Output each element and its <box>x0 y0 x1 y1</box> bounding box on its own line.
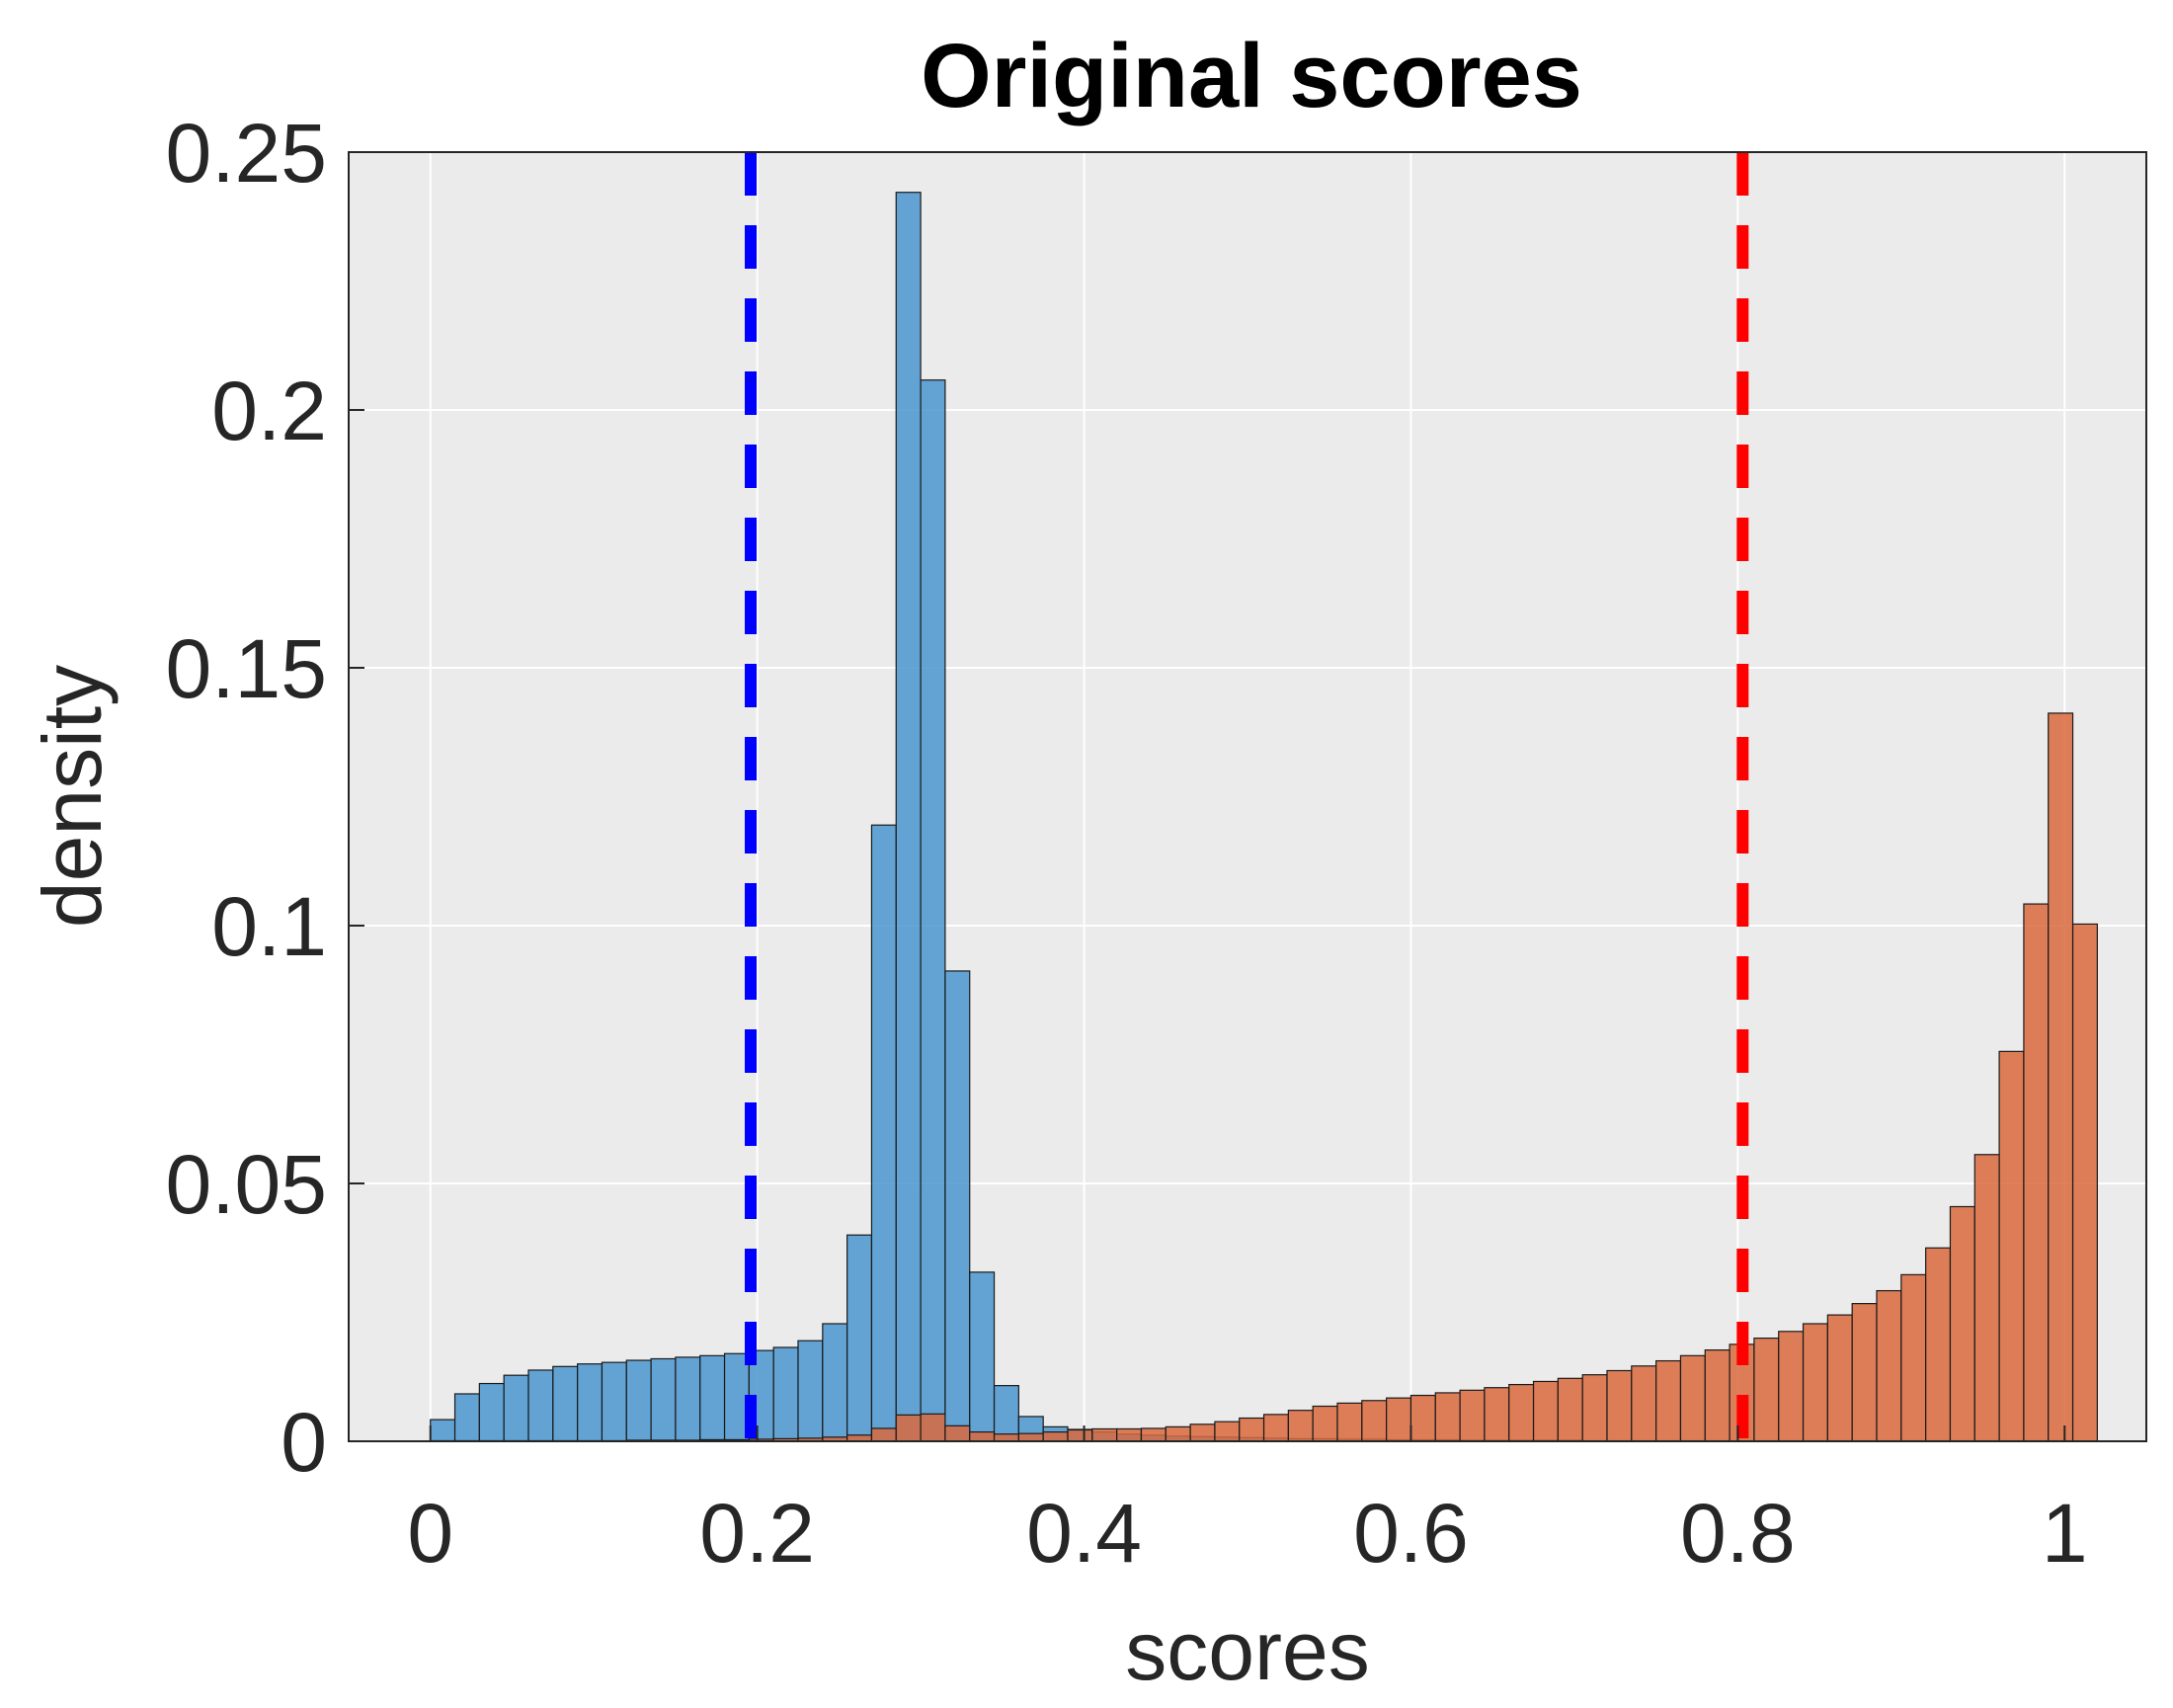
histogram-bar-series-2 <box>2071 923 2098 1442</box>
histogram-bar-series-2 <box>1900 1273 1927 1442</box>
histogram-bar-series-2 <box>1778 1331 1805 1442</box>
histogram-bar-series-2 <box>1606 1369 1633 1442</box>
histogram-bar-series-2 <box>1851 1303 1878 1442</box>
histogram-bar-series-2 <box>1631 1365 1657 1442</box>
histogram-bar-series-1 <box>797 1340 824 1442</box>
histogram-bar-series-2 <box>1802 1323 1828 1442</box>
histogram-bar-series-2 <box>1925 1247 1952 1442</box>
histogram-bar-series-2 <box>1067 1428 1093 1442</box>
histogram-bar-series-1 <box>822 1323 848 1442</box>
y-tick-label: 0.2 <box>211 365 327 457</box>
histogram-bar-series-2 <box>1386 1397 1412 1442</box>
histogram-bar-series-1 <box>969 1271 996 1442</box>
histogram-bar-series-2 <box>1704 1349 1730 1442</box>
histogram-bar-series-2 <box>993 1433 1019 1442</box>
histogram-bar-series-1 <box>577 1363 604 1442</box>
histogram-bar-series-1 <box>944 970 971 1442</box>
histogram-bar-series-1 <box>993 1385 1019 1442</box>
histogram-bar-series-2 <box>1679 1354 1706 1442</box>
x-tick-label: 0.6 <box>1353 1487 1469 1580</box>
y-tick-label: 0.1 <box>211 880 327 973</box>
histogram-bar-series-1 <box>846 1234 873 1442</box>
y-tick-label: 0 <box>281 1396 327 1489</box>
y-axis-label: density <box>26 665 119 928</box>
histogram-bar-series-2 <box>1140 1427 1167 1442</box>
histogram-bars <box>430 192 2098 1442</box>
histogram-bar-series-2 <box>944 1424 971 1442</box>
histogram-bar-series-2 <box>920 1413 946 1442</box>
histogram-bar-series-1 <box>601 1361 627 1442</box>
histogram-bar-series-2 <box>1361 1400 1388 1442</box>
histogram-bar-series-2 <box>1312 1405 1338 1442</box>
histogram-bar-series-1 <box>650 1357 677 1442</box>
histogram-bar-series-2 <box>1336 1402 1363 1442</box>
histogram-bar-series-1 <box>625 1359 652 1442</box>
histogram-bar-series-1 <box>920 379 946 1442</box>
histogram-bar-series-2 <box>1239 1417 1265 1442</box>
histogram-bar-series-1 <box>552 1365 579 1442</box>
x-axis-label: scores <box>1125 1604 1369 1697</box>
y-tick-label: 0.15 <box>166 622 328 715</box>
histogram-bar-series-2 <box>1165 1425 1191 1442</box>
histogram-bar-series-2 <box>1973 1154 2000 1442</box>
histogram-bar-series-1 <box>430 1419 456 1442</box>
histogram-bar-series-1 <box>772 1346 799 1442</box>
histogram-bar-series-2 <box>1753 1337 1780 1442</box>
histogram-bar-series-2 <box>1826 1314 1853 1442</box>
histogram-bar-series-2 <box>1409 1394 1436 1442</box>
histogram-bar-series-2 <box>2023 903 2050 1442</box>
histogram-bar-series-2 <box>1581 1374 1608 1442</box>
histogram-bar-series-1 <box>478 1382 505 1442</box>
x-tick-label: 0.8 <box>1680 1487 1796 1580</box>
histogram-bar-series-2 <box>1434 1392 1461 1442</box>
histogram-bar-series-2 <box>1459 1389 1486 1442</box>
plot-frame <box>348 151 2147 1442</box>
histogram-bar-series-2 <box>1557 1377 1583 1442</box>
histogram-bar-series-2 <box>1287 1410 1314 1442</box>
histogram-bar-series-2 <box>2048 712 2074 1442</box>
histogram-bar-series-2 <box>895 1414 922 1442</box>
histogram-bar-series-2 <box>1508 1383 1535 1442</box>
histogram-bar-series-1 <box>527 1369 554 1442</box>
x-tick-label: 0 <box>407 1487 453 1580</box>
histogram-bar-series-2 <box>1532 1380 1559 1442</box>
x-tick-labels: 0 0.2 0.4 0.6 0.8 1 <box>407 1425 2088 1580</box>
histogram-bar-series-2 <box>1017 1432 1044 1442</box>
x-tick-label: 1 <box>2042 1487 2088 1580</box>
x-tick-label: 0.4 <box>1026 1487 1142 1580</box>
histogram-bar-series-1 <box>699 1354 726 1442</box>
histogram-bar-series-2 <box>1189 1423 1216 1442</box>
histogram-bar-series-2 <box>1876 1289 1902 1442</box>
plot-background <box>349 152 2146 1441</box>
histogram-bar-series-2 <box>1262 1414 1289 1442</box>
histogram-bar-series-2 <box>1655 1359 1682 1442</box>
y-tick-labels: 0 0.05 0.1 0.15 0.2 0.25 <box>166 107 364 1489</box>
histogram-bar-series-2 <box>1214 1421 1241 1442</box>
histogram-bar-series-1 <box>870 824 897 1442</box>
histogram-bar-series-2 <box>870 1427 897 1442</box>
chart-title: Original scores <box>921 26 1582 126</box>
y-tick-label: 0.25 <box>166 107 328 200</box>
histogram-bar-series-2 <box>1949 1205 1975 1442</box>
histogram-bar-series-1 <box>453 1393 480 1442</box>
histogram-bar-series-1 <box>503 1374 529 1442</box>
histogram-bar-series-2 <box>1091 1427 1118 1442</box>
histogram-bar-series-2 <box>1484 1387 1510 1442</box>
histogram-bar-series-2 <box>969 1431 996 1442</box>
histogram-bar-series-2 <box>1042 1431 1069 1442</box>
histogram-bar-series-2 <box>1116 1427 1143 1442</box>
histogram-bar-series-1 <box>675 1356 701 1442</box>
histogram-bar-series-1 <box>895 192 922 1442</box>
histogram-bar-series-2 <box>1998 1050 2025 1442</box>
x-tick-label: 0.2 <box>699 1487 815 1580</box>
y-tick-label: 0.05 <box>166 1138 328 1231</box>
